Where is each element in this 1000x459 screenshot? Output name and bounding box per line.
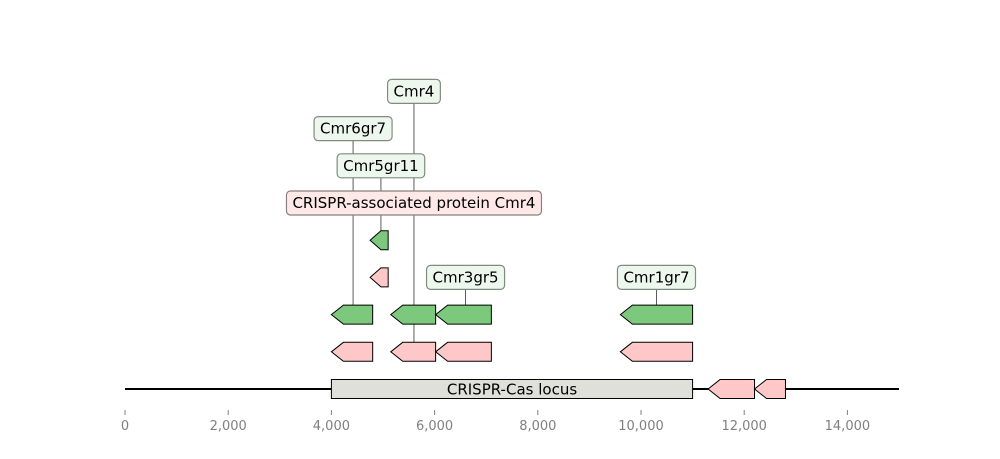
feature-label: Cmr5gr11 <box>337 154 425 178</box>
feature-label-text: Cmr6gr7 <box>320 120 386 138</box>
gene-feature-arrow <box>391 305 436 324</box>
axis-tick-label: 6,000 <box>416 419 453 434</box>
feature-label: Cmr1gr7 <box>617 265 695 289</box>
axis-tick-label: 10,000 <box>618 419 664 434</box>
locus-region-label: CRISPR-Cas locus <box>447 381 577 399</box>
feature-label: Cmr6gr7 <box>314 117 392 141</box>
gene-feature-arrow <box>436 305 492 324</box>
feature-label: Cmr4 <box>388 79 441 103</box>
gene-feature-arrow <box>755 380 786 399</box>
gene-feature-arrow <box>331 342 372 361</box>
feature-label: Cmr3gr5 <box>427 265 505 289</box>
axis-tick-label: 0 <box>121 419 129 434</box>
gene-feature-arrow <box>391 342 436 361</box>
gene-feature-arrow <box>436 342 492 361</box>
axis-tick-label: 4,000 <box>313 419 350 434</box>
position-axis: 0 2,000 4,000 6,000 8,000 10,000 12,000 14,000 <box>121 410 870 434</box>
gene-feature-arrow <box>370 268 388 287</box>
gene-feature-arrow <box>620 342 692 361</box>
axis-tick-label: 12,000 <box>721 419 767 434</box>
feature-label-text: Cmr4 <box>394 82 435 100</box>
feature-label-text: CRISPR-associated protein Cmr4 <box>292 194 535 212</box>
feature-label-text: Cmr5gr11 <box>343 157 419 175</box>
gene-features <box>331 231 785 399</box>
feature-label: CRISPR-associated protein Cmr4 <box>286 191 541 215</box>
crispr-cas-locus-region: CRISPR-Cas locus <box>331 380 692 399</box>
feature-label-text: Cmr3gr5 <box>433 268 499 286</box>
axis-tick-label: 14,000 <box>825 419 871 434</box>
gene-feature-arrow <box>331 305 372 324</box>
feature-label-text: Cmr1gr7 <box>623 268 689 286</box>
axis-tick-label: 8,000 <box>519 419 556 434</box>
feature-labels: Cmr4 Cmr6gr7 Cmr5gr11 CRISPR-associated pro… <box>286 79 695 289</box>
axis-tick-label: 2,000 <box>210 419 247 434</box>
gene-feature-arrow <box>370 231 388 250</box>
gene-feature-arrow <box>620 305 692 324</box>
gene-feature-arrow <box>708 380 754 399</box>
